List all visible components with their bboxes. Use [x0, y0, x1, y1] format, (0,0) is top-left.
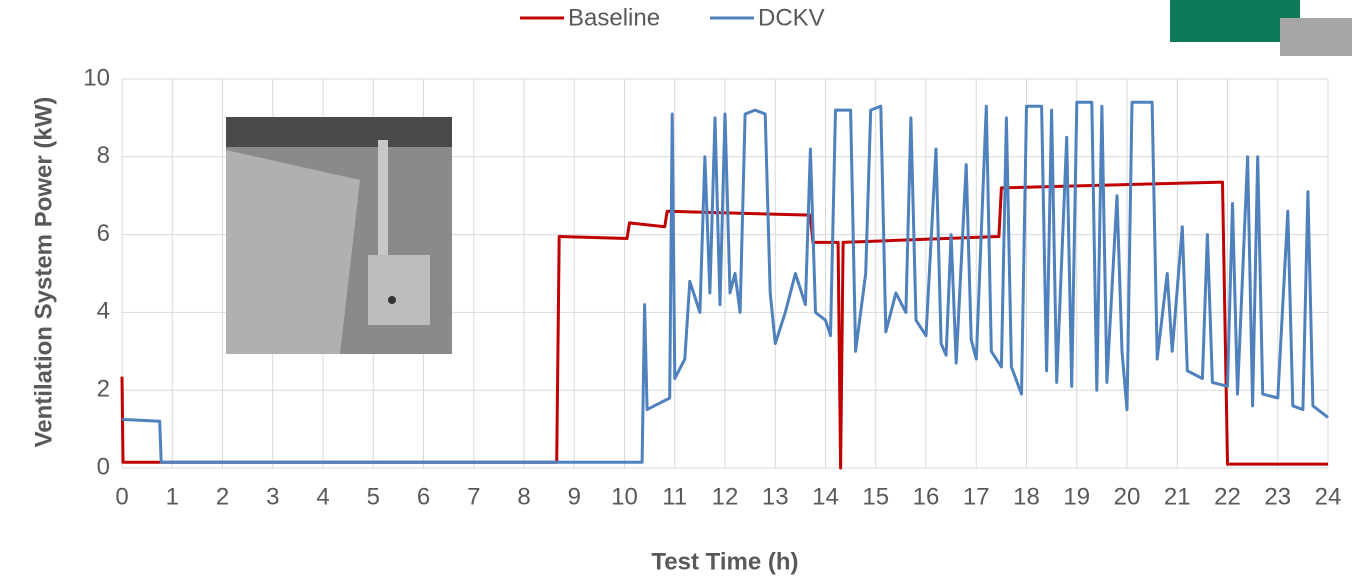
legend-label: Baseline [568, 4, 660, 31]
series-line [121, 100, 1329, 464]
photo-shadow [226, 117, 452, 147]
x-tick-label: 11 [662, 483, 687, 510]
x-tick-label: 2 [216, 483, 229, 510]
y-tick-label: 0 [97, 453, 110, 480]
x-tick-label: 13 [762, 483, 789, 510]
photo-sensor [388, 296, 396, 304]
logo [1170, 0, 1352, 56]
y-tick-label: 6 [97, 220, 110, 247]
x-tick-label: 6 [417, 483, 430, 510]
x-tick-label: 16 [913, 483, 940, 510]
x-tick-label: 17 [963, 483, 990, 510]
x-tick-label: 7 [467, 483, 480, 510]
x-tick-label: 1 [166, 483, 179, 510]
x-tick-label: 20 [1114, 483, 1141, 510]
legend-label: DCKV [758, 4, 825, 31]
logo-block-gray [1280, 18, 1352, 56]
y-tick-label: 2 [97, 376, 110, 403]
x-tick-label: 10 [611, 483, 638, 510]
x-tick-label: 24 [1315, 483, 1342, 510]
photo-inset [226, 117, 452, 354]
photo-rod [378, 140, 388, 260]
x-tick-label: 15 [862, 483, 889, 510]
photo-filter [226, 150, 360, 354]
y-tick-label: 8 [97, 142, 110, 169]
x-tick-label: 19 [1063, 483, 1090, 510]
x-tick-label: 0 [115, 483, 128, 510]
y-tick-label: 10 [83, 64, 110, 91]
y-tick-label: 4 [97, 298, 110, 325]
logo-block [1170, 0, 1300, 42]
x-axis-label: Test Time (h) [651, 548, 798, 575]
x-tick-label: 8 [517, 483, 530, 510]
x-tick-label: 12 [712, 483, 739, 510]
y-axis-label: Ventilation System Power (kW) [30, 97, 57, 448]
x-tick-label: 22 [1214, 483, 1241, 510]
photo-box [368, 255, 430, 325]
x-tick-label: 9 [568, 483, 581, 510]
x-tick-label: 21 [1164, 483, 1191, 510]
x-tick-label: 3 [266, 483, 279, 510]
x-tick-label: 4 [316, 483, 329, 510]
x-tick-label: 18 [1013, 483, 1040, 510]
x-tick-label: 14 [812, 483, 839, 510]
x-tick-label: 23 [1264, 483, 1291, 510]
x-tick-label: 5 [367, 483, 380, 510]
